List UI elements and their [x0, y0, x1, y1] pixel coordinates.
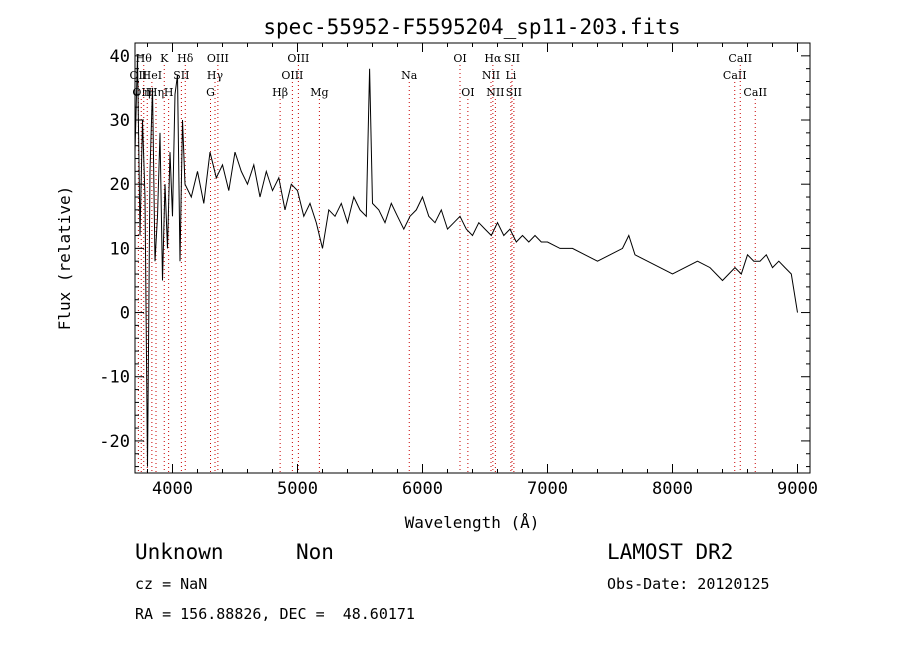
marker-label: Hα: [484, 52, 502, 65]
y-tick-label: 0: [120, 304, 130, 324]
x-tick-label: 9000: [777, 479, 818, 499]
marker-label: HeI: [142, 69, 162, 82]
y-axis: -20 -10 0 10 20 30 40: [99, 42, 810, 468]
marker-label: OIII: [281, 69, 303, 82]
marker-label: OI: [461, 86, 474, 99]
spectrum-line: [134, 55, 798, 467]
x-tick-label: 4000: [152, 479, 193, 499]
marker-label: OIII: [287, 52, 309, 65]
x-axis: 4000 5000 6000 7000 8000 9000: [147, 43, 818, 499]
y-tick-label: 40: [110, 47, 130, 67]
marker-label: K: [160, 52, 169, 65]
y-tick-label: 30: [110, 111, 130, 131]
marker-label: Hδ: [177, 52, 194, 65]
marker-label: Hβ: [272, 86, 288, 99]
marker-label: SII: [506, 86, 522, 99]
redshift-cz: cz = NaN: [135, 575, 208, 593]
marker-label: Na: [401, 69, 418, 82]
y-tick-label: 10: [110, 239, 130, 259]
y-tick-label: 20: [110, 175, 130, 195]
marker-label: G: [206, 86, 215, 99]
coordinates: RA = 156.88826, DEC = 48.60171: [135, 605, 415, 623]
x-tick-label: 6000: [402, 479, 443, 499]
marker-label: CaII: [743, 86, 767, 99]
marker-label: SII: [504, 52, 520, 65]
object-subclass: Non: [296, 540, 334, 564]
line-markers: OIIOIIHθηHeIHηKHSIIHδGHγOIIIHβOIIIOIIIMg…: [130, 52, 767, 473]
marker-label: H: [164, 86, 174, 99]
marker-label: Li: [505, 69, 516, 82]
marker-label: CaII: [728, 52, 752, 65]
marker-label: CaII: [723, 69, 747, 82]
marker-label: Mg: [310, 86, 328, 99]
chart-title: spec-55952-F5595204_sp11-203.fits: [263, 15, 680, 39]
x-tick-label: 8000: [652, 479, 693, 499]
object-class: Unknown: [135, 540, 224, 564]
y-tick-label: -20: [99, 432, 130, 452]
marker-label: Hγ: [207, 69, 224, 82]
x-tick-label: 5000: [277, 479, 318, 499]
marker-label: η: [144, 86, 151, 99]
survey-name: LAMOST DR2: [607, 540, 734, 564]
marker-label: Hθ: [136, 52, 153, 65]
marker-label: NII: [486, 86, 504, 99]
marker-label: OII: [130, 69, 148, 82]
marker-label: SII: [173, 69, 189, 82]
y-tick-label: -10: [99, 368, 130, 388]
obs-date: Obs-Date: 20120125: [607, 575, 770, 593]
marker-label: OI: [453, 52, 466, 65]
marker-label: NII: [482, 69, 500, 82]
marker-label: OIII: [207, 52, 229, 65]
spectrum-series: [134, 55, 798, 467]
plot-frame: [134, 42, 811, 474]
x-axis-label: Wavelength (Å): [405, 513, 540, 532]
y-axis-label: Flux (relative): [55, 186, 74, 331]
marker-label: Hη: [148, 86, 164, 99]
x-tick-label: 7000: [527, 479, 568, 499]
